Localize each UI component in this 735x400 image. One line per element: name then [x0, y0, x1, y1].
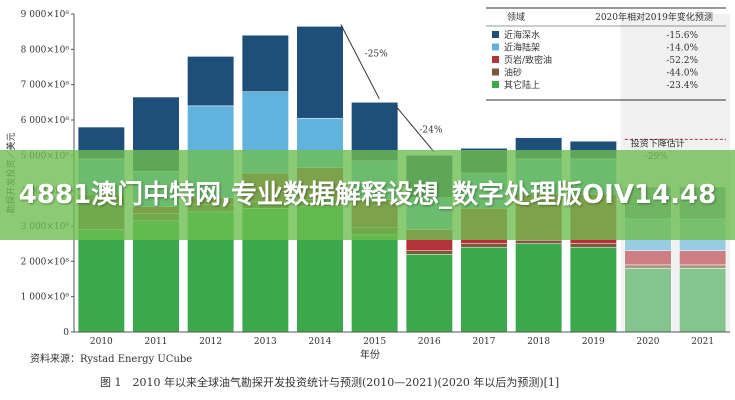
bar-segment	[187, 56, 235, 107]
legend-swatch	[492, 56, 499, 63]
bar-segment	[405, 250, 453, 255]
bar-segment	[296, 26, 344, 119]
bar-segment	[569, 246, 617, 333]
x-tick-label: 2014	[309, 337, 332, 347]
y-tick-label: 2 000×10⁸	[21, 257, 70, 267]
bar-segment	[241, 34, 289, 92]
annotation-label: -25%	[365, 49, 388, 59]
legend-header-change: 2020年相对2019年变化预测	[595, 11, 713, 23]
x-tick-label: 2021	[691, 337, 714, 347]
bar-segment	[624, 264, 672, 269]
banner-text: 4881澳门中特网,专业数据解释设想_数字处理版OIV14.48	[18, 180, 717, 210]
legend-swatch	[492, 81, 499, 88]
figure-caption: 图 1 2010 年以来全球油气勘探开发投资统计与预测(2010—2021)(2…	[100, 376, 560, 389]
bar-segment	[351, 234, 399, 333]
bar-segment	[515, 243, 563, 333]
legend-swatch	[492, 68, 499, 76]
x-tick-label: 2010	[90, 337, 113, 347]
x-tick-label: 2018	[527, 337, 550, 347]
y-tick-label: 6 000×10⁸	[21, 116, 70, 126]
legend-entry-name: 其它陆上	[504, 79, 540, 91]
legend-entry-change: -15.6%	[666, 31, 698, 41]
bar-segment	[460, 246, 508, 333]
legend-entry-name: 油砂	[504, 67, 522, 79]
bar-segment	[679, 268, 727, 333]
x-tick-label: 2016	[418, 337, 441, 347]
bar-segment	[405, 254, 453, 333]
y-tick-label: 9 000×10⁸	[21, 10, 70, 20]
legend-swatch	[492, 31, 499, 38]
y-tick-label: 0	[63, 328, 69, 338]
annotation-arrow	[395, 105, 435, 153]
legend-entry-name: 近海陆架	[504, 42, 540, 54]
x-tick-label: 2020	[637, 337, 660, 347]
watermark-banner: 4881澳门中特网,专业数据解释设想_数字处理版OIV14.48	[0, 150, 735, 240]
legend-entry-name: 近海深水	[504, 29, 540, 41]
bar-segment	[679, 264, 727, 269]
y-tick-label: 8 000×10⁸	[21, 45, 70, 55]
x-tick-label: 2015	[363, 337, 386, 347]
legend-header-field: 领域	[507, 11, 525, 23]
bar-segment	[569, 243, 617, 248]
legend-swatch	[492, 43, 499, 51]
x-tick-label: 2013	[254, 337, 277, 347]
legend-entry-change: -23.4%	[666, 81, 698, 91]
bar-segment	[77, 229, 125, 333]
annotation-label: -24%	[419, 125, 442, 135]
legend-entry-change: -14.0%	[666, 44, 698, 54]
annotation-label: 投资下降估计	[631, 138, 685, 150]
x-axis-label: 年份	[360, 350, 380, 361]
x-tick-label: 2017	[473, 337, 496, 347]
y-tick-label: 7 000×10⁸	[21, 81, 70, 91]
bar-segment	[679, 250, 727, 266]
legend-entry-change: -52.2%	[666, 56, 698, 66]
x-tick-label: 2019	[582, 337, 605, 347]
annotation-arrow	[340, 24, 380, 100]
x-tick-label: 2011	[145, 337, 168, 347]
legend-entry-name: 页岩/致密油	[504, 54, 552, 66]
bar-segment	[460, 243, 508, 248]
legend-entry-change: -44.0%	[666, 69, 698, 79]
x-tick-label: 2012	[199, 337, 222, 347]
y-tick-label: 1 000×10⁸	[21, 293, 70, 303]
bar-segment	[624, 250, 672, 266]
source-note: 资料来源：Rystad Energy UCube	[30, 354, 193, 365]
bar-segment	[624, 268, 672, 333]
bar-segment	[515, 239, 563, 244]
